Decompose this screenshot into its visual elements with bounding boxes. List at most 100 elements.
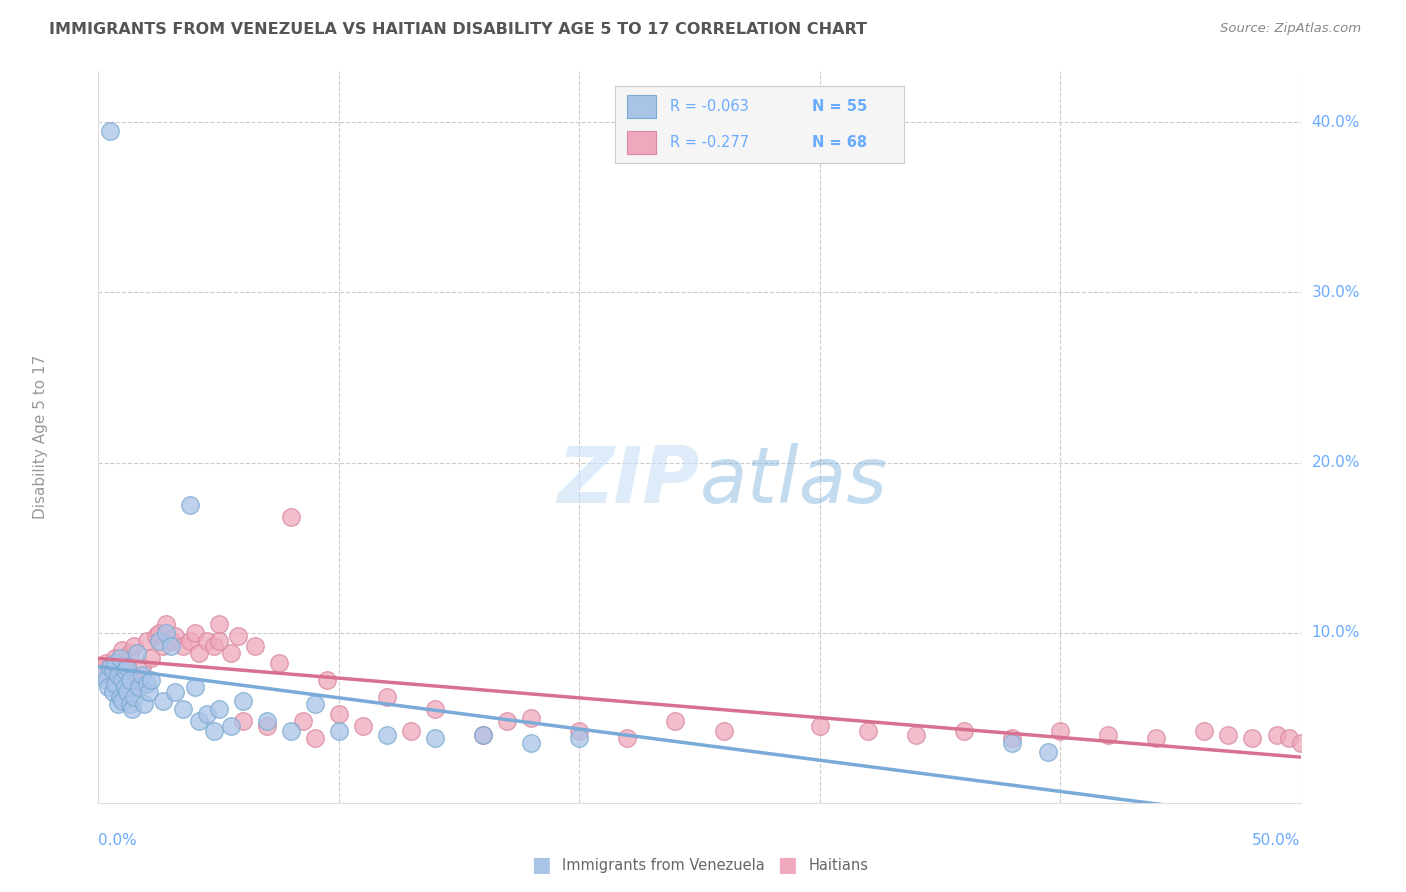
Point xyxy=(152,694,174,708)
Point xyxy=(131,668,153,682)
Point xyxy=(101,663,124,677)
Point xyxy=(232,714,254,728)
FancyBboxPatch shape xyxy=(627,95,655,119)
Text: ■: ■ xyxy=(531,855,551,875)
Point xyxy=(195,634,218,648)
Point xyxy=(399,724,422,739)
Point xyxy=(159,634,181,648)
Point xyxy=(111,673,134,688)
Point xyxy=(111,694,134,708)
Point xyxy=(100,659,122,673)
Point xyxy=(1289,736,1312,750)
Point xyxy=(125,646,148,660)
Point xyxy=(118,673,141,688)
Point xyxy=(108,690,131,705)
Point xyxy=(100,659,122,673)
Point xyxy=(904,728,927,742)
Point xyxy=(91,666,114,681)
Point xyxy=(132,697,155,711)
Point xyxy=(568,731,591,746)
Point xyxy=(94,657,117,671)
Text: Source: ZipAtlas.com: Source: ZipAtlas.com xyxy=(1220,22,1361,36)
Point xyxy=(111,642,134,657)
Point xyxy=(280,510,302,524)
Point xyxy=(183,680,205,694)
Point xyxy=(152,640,174,654)
Point xyxy=(856,724,879,739)
Point xyxy=(226,629,249,643)
Point xyxy=(1144,731,1167,746)
Point xyxy=(219,719,242,733)
Point xyxy=(1036,745,1059,759)
Point xyxy=(496,714,519,728)
Point xyxy=(808,719,831,733)
Point xyxy=(165,685,187,699)
Text: R = -0.063: R = -0.063 xyxy=(671,99,749,114)
Point xyxy=(121,668,143,682)
Point xyxy=(616,731,638,746)
Point xyxy=(131,659,153,673)
Text: IMMIGRANTS FROM VENEZUELA VS HAITIAN DISABILITY AGE 5 TO 17 CORRELATION CHART: IMMIGRANTS FROM VENEZUELA VS HAITIAN DIS… xyxy=(49,22,868,37)
Point xyxy=(179,498,201,512)
Point xyxy=(183,625,205,640)
Text: Immigrants from Venezuela: Immigrants from Venezuela xyxy=(562,858,765,872)
Point xyxy=(141,651,163,665)
Text: ZIP: ZIP xyxy=(557,443,699,519)
Point xyxy=(118,697,141,711)
Point xyxy=(713,724,735,739)
Point xyxy=(352,719,374,733)
Point xyxy=(1001,736,1024,750)
Point xyxy=(148,625,170,640)
FancyBboxPatch shape xyxy=(627,130,655,153)
Point xyxy=(208,634,231,648)
Point xyxy=(1265,728,1288,742)
Point xyxy=(1277,731,1299,746)
Point xyxy=(114,663,136,677)
Point xyxy=(172,640,194,654)
Point xyxy=(291,714,314,728)
Point xyxy=(114,685,136,699)
Point xyxy=(104,657,127,671)
Point xyxy=(202,724,225,739)
Point xyxy=(148,634,170,648)
Point xyxy=(304,731,326,746)
Point xyxy=(117,657,139,671)
Point xyxy=(117,659,139,673)
Point xyxy=(208,617,231,632)
Point xyxy=(208,702,231,716)
Point xyxy=(188,646,211,660)
Point xyxy=(256,714,278,728)
Point xyxy=(155,617,177,632)
Point xyxy=(172,702,194,716)
Point xyxy=(256,719,278,733)
Point xyxy=(135,634,157,648)
Point xyxy=(155,625,177,640)
Point xyxy=(107,697,129,711)
Point xyxy=(375,690,398,705)
Text: atlas: atlas xyxy=(699,443,887,519)
Point xyxy=(118,646,141,660)
Point xyxy=(219,646,242,660)
Point xyxy=(1194,724,1216,739)
Point xyxy=(280,724,302,739)
Point xyxy=(101,685,124,699)
Point xyxy=(104,651,127,665)
Point xyxy=(179,634,201,648)
Point xyxy=(472,728,495,742)
Point xyxy=(472,728,495,742)
Point xyxy=(141,673,163,688)
Point xyxy=(232,694,254,708)
Point xyxy=(145,629,167,643)
Text: ■: ■ xyxy=(778,855,797,875)
Text: N = 55: N = 55 xyxy=(811,99,866,114)
Point xyxy=(1049,724,1071,739)
Point xyxy=(107,680,129,694)
Text: 20.0%: 20.0% xyxy=(1312,455,1360,470)
Point xyxy=(568,724,591,739)
Point xyxy=(125,680,148,694)
Point xyxy=(520,711,543,725)
Point xyxy=(121,702,143,716)
Point xyxy=(138,685,160,699)
Text: N = 68: N = 68 xyxy=(811,135,866,150)
Text: 30.0%: 30.0% xyxy=(1312,285,1360,300)
